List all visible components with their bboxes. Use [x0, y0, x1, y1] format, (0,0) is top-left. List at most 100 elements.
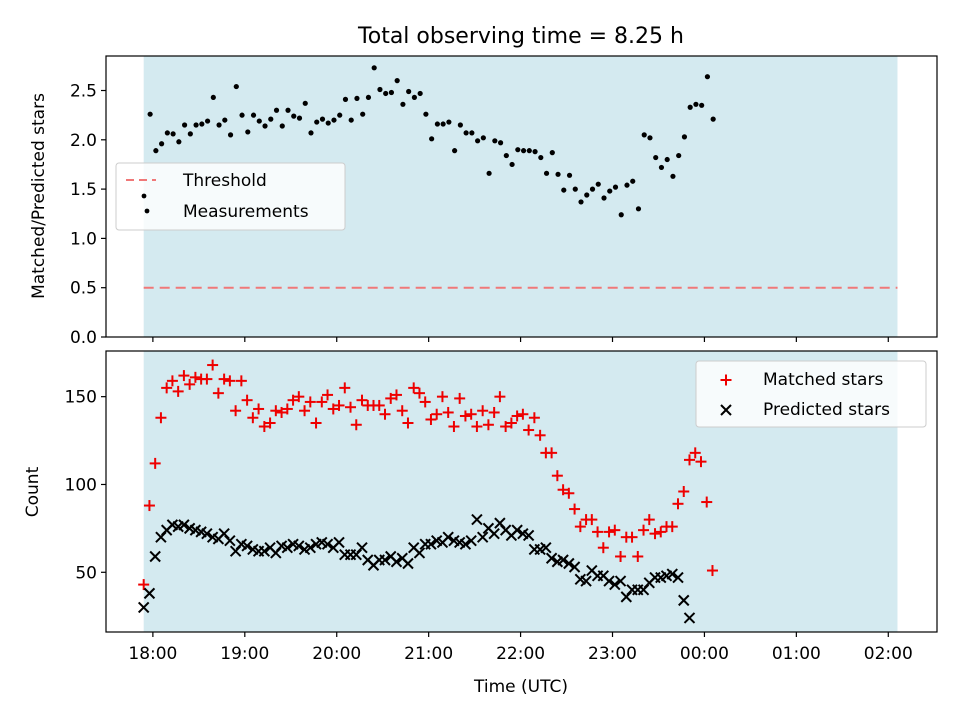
- measurement-point: [480, 135, 486, 141]
- legend-measurements-label: Measurements: [183, 202, 309, 222]
- x-tick-label: 19:00: [220, 644, 269, 664]
- predicted-star-point: [511, 524, 523, 536]
- top-y-axis-ticks: 0.0 0.5 1.0 1.5 2.0 2.5: [70, 82, 106, 348]
- matched-star-point: [379, 408, 391, 420]
- matched-star-point: [207, 359, 219, 371]
- x-tick-label: 21:00: [404, 644, 453, 664]
- matched-star-point: [488, 406, 500, 418]
- legend-predicted-label: Predicted stars: [763, 400, 890, 420]
- measurement-point: [710, 116, 716, 122]
- measurement-point: [406, 88, 412, 95]
- measurement-point: [319, 116, 326, 122]
- predicted-star-point: [143, 587, 156, 600]
- y-tick-label: 100: [65, 475, 97, 495]
- matched-star-point: [287, 394, 299, 406]
- measurement-point: [630, 178, 636, 184]
- y-tick-label: 1.0: [70, 229, 97, 249]
- matched-star-point: [247, 412, 259, 424]
- measurement-point: [509, 161, 515, 168]
- matched-star-point: [689, 447, 701, 459]
- measurement-point: [526, 148, 532, 154]
- matched-star-point: [327, 403, 339, 415]
- measurement-point: [549, 150, 555, 156]
- matched-star-point: [431, 408, 443, 420]
- measurement-point: [446, 119, 452, 125]
- measurement-point: [463, 130, 469, 136]
- matched-star-point: [592, 526, 604, 538]
- measurement-point: [704, 74, 711, 80]
- x-tick-label: 23:00: [588, 644, 637, 664]
- matched-star-point: [218, 373, 230, 385]
- matched-star-point: [442, 406, 454, 418]
- x-tick-label: 20:00: [312, 644, 361, 664]
- legend-predicted-swatch: [720, 404, 732, 416]
- matched-star-point: [322, 389, 334, 401]
- measurement-point: [354, 95, 360, 101]
- measurement-point: [676, 152, 682, 159]
- measurement-point: [681, 134, 688, 140]
- measurement-point: [693, 101, 699, 107]
- matched-star-point: [517, 408, 529, 420]
- matched-star-point: [339, 382, 351, 394]
- measurement-point: [647, 135, 653, 141]
- top-panel-frame: [105, 55, 938, 338]
- measurement-point: [607, 188, 613, 194]
- matched-star-point: [436, 391, 448, 403]
- predicted-star-point: [425, 538, 437, 550]
- matched-star-point: [155, 412, 167, 424]
- bottom-panel-frame: [105, 350, 938, 633]
- measurement-point: [469, 130, 475, 136]
- matched-star-point: [230, 405, 242, 417]
- measurement-point: [147, 111, 153, 117]
- chart-title: Total observing time = 8.25 h: [357, 24, 684, 49]
- measurement-point: [497, 140, 504, 146]
- matched-star-point: [551, 470, 563, 482]
- predicted-star-point: [413, 547, 426, 559]
- matched-star-point: [212, 387, 224, 399]
- predicted-star-point: [471, 513, 483, 526]
- predicted-star-point: [224, 534, 236, 547]
- measurement-point: [452, 148, 458, 154]
- y-tick-label: 1.5: [70, 180, 97, 200]
- matched-star-point: [224, 375, 236, 387]
- matched-star-point: [706, 565, 718, 577]
- measurement-point: [159, 141, 165, 147]
- measurement-point: [624, 182, 630, 188]
- measurement-point: [262, 123, 268, 129]
- predicted-star-point: [149, 550, 161, 563]
- top-y-axis-label: Matched/Predicted stars: [29, 93, 49, 299]
- bottom-y-axis-ticks: 50 100 150: [65, 388, 106, 583]
- predicted-star-point: [476, 531, 489, 543]
- matched-star-point: [253, 403, 265, 415]
- matched-star-point: [161, 382, 173, 394]
- matched-star-point: [299, 405, 311, 417]
- bottom-panel: 50 100 150 18:00 19:00 20:00 21:00 22:00 23:00 0…: [23, 350, 938, 697]
- measurement-point: [170, 131, 176, 137]
- matched-star-point: [649, 528, 661, 540]
- predicted-star-point: [563, 557, 575, 570]
- predicted-star-point: [304, 541, 317, 554]
- predicted-star-point: [356, 541, 368, 554]
- measurement-point: [360, 111, 366, 117]
- matched-star-point: [178, 370, 190, 382]
- measurement-point: [538, 154, 544, 161]
- bottom-legend: Matched stars Predicted stars: [695, 360, 927, 428]
- matched-star-point: [534, 429, 546, 441]
- matched-star-point: [241, 394, 253, 406]
- matched-star-point: [603, 526, 615, 538]
- measurement-point: [308, 130, 314, 136]
- predicted-star-point: [379, 554, 391, 566]
- y-tick-label: 2.0: [70, 131, 97, 151]
- matched-star-point: [304, 396, 316, 408]
- measurement-point: [268, 116, 274, 122]
- predicted-star-point: [442, 531, 454, 543]
- bottom-y-axis-label: Count: [23, 466, 43, 517]
- legend-threshold-label: Threshold: [182, 171, 267, 191]
- measurement-point: [566, 172, 573, 178]
- predicted-star-point: [402, 557, 414, 570]
- measurement-point: [618, 212, 624, 218]
- legend-matched-label: Matched stars: [763, 370, 883, 390]
- matched-star-point: [500, 421, 512, 433]
- measurement-point: [302, 100, 308, 106]
- measurement-point: [664, 156, 670, 163]
